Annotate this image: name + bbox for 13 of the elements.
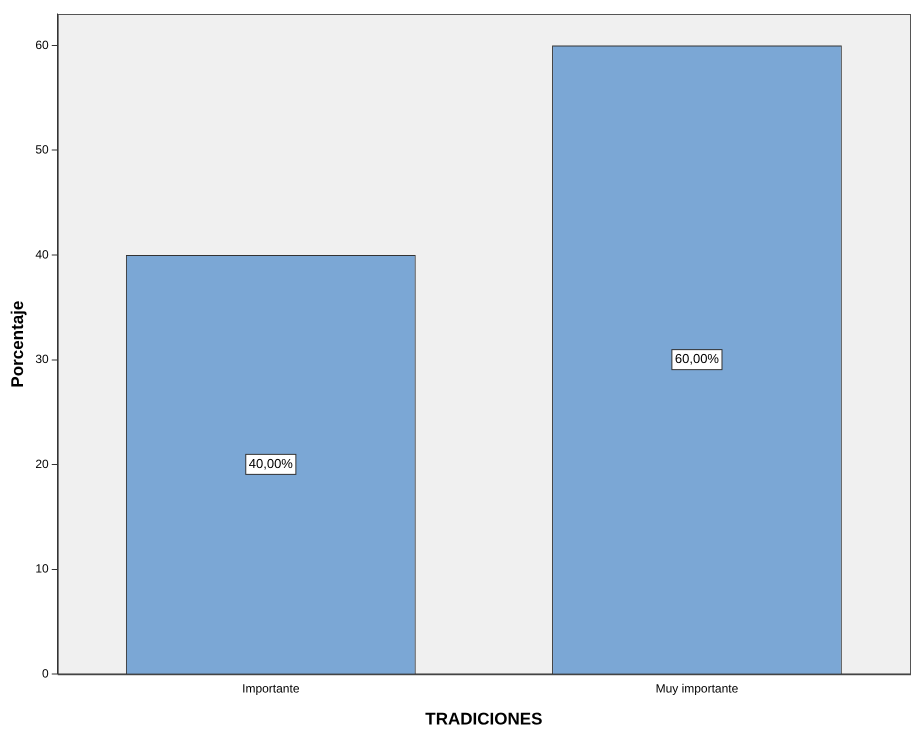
y-tick-label: 40 xyxy=(35,247,50,262)
x-tick-label: Importante xyxy=(242,682,300,696)
y-tick-label: 50 xyxy=(35,142,50,157)
y-tick-label: 60 xyxy=(35,38,50,52)
y-tick-label: 10 xyxy=(35,562,50,576)
data-label: 40,00% xyxy=(248,456,294,471)
data-label: 60,00% xyxy=(674,351,720,366)
y-tick-label: 30 xyxy=(35,352,50,366)
y-tick-label: 20 xyxy=(35,456,50,471)
y-tick-label: 0 xyxy=(42,666,50,681)
y-axis-title: Porcentaje xyxy=(8,300,27,388)
x-axis-title: TRADICIONES xyxy=(425,709,542,728)
x-tick-label: Muy importante xyxy=(656,682,739,696)
